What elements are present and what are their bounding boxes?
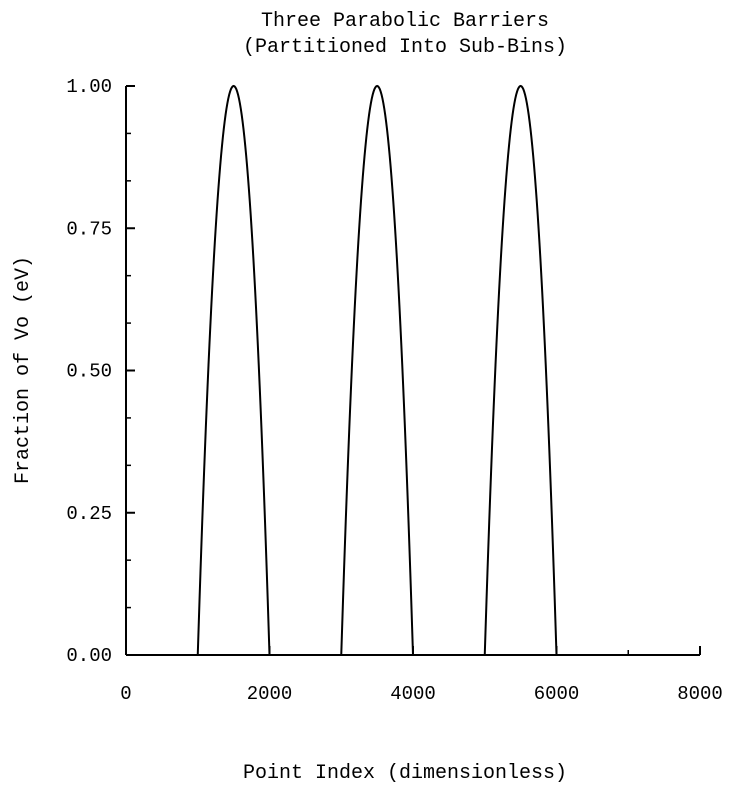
chart-subtitle: (Partitioned Into Sub-Bins) xyxy=(243,36,567,59)
x-axis-label: Point Index (dimensionless) xyxy=(243,762,567,785)
y-tick-label: 1.00 xyxy=(66,76,112,98)
x-tick-label: 2000 xyxy=(247,683,293,705)
y-tick-label: 0.50 xyxy=(66,361,112,383)
y-tick-label: 0.00 xyxy=(66,645,112,667)
chart-title: Three Parabolic Barriers xyxy=(261,10,549,33)
y-ticks: 0.00 0.25 0.50 0.75 1.00 xyxy=(66,76,135,667)
x-tick-label: 4000 xyxy=(390,683,436,705)
y-tick-label: 0.75 xyxy=(66,218,112,240)
parabolic-barrier-curve xyxy=(485,86,557,655)
parabolic-barrier-curve xyxy=(198,86,270,655)
y-tick-label: 0.25 xyxy=(66,503,112,525)
x-tick-label: 8000 xyxy=(677,683,723,705)
y-axis-label: Fraction of Vo (eV) xyxy=(12,256,35,484)
parabolic-barrier-curve xyxy=(341,86,413,655)
x-tick-label: 0 xyxy=(120,683,131,705)
plot-series xyxy=(198,86,557,655)
x-tick-label: 6000 xyxy=(534,683,580,705)
